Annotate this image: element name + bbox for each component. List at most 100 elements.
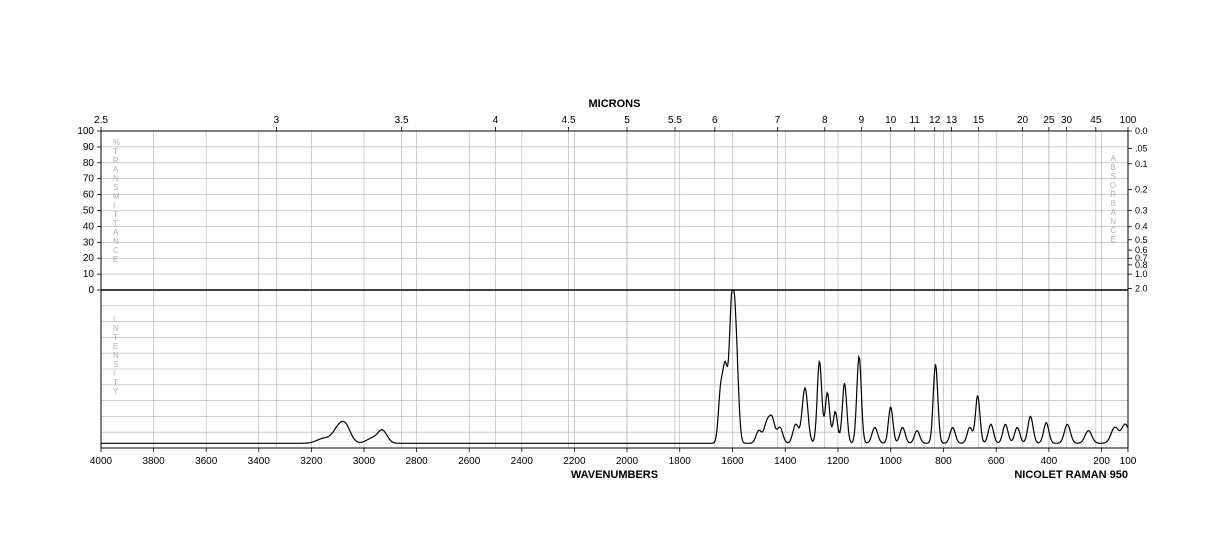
wavenumber-tick: 600 [988, 456, 1005, 467]
intensity-label: N [113, 351, 119, 360]
transmittance-tick: 40 [83, 221, 95, 232]
intensity-label: Y [113, 387, 119, 396]
intensity-label: T [113, 378, 118, 387]
absorbance-tick: 0.1 [1135, 159, 1148, 169]
wavenumber-tick: 100 [1120, 456, 1137, 467]
transmittance-label: N [113, 237, 119, 246]
transmittance-label: N [113, 174, 119, 183]
transmittance-label: S [113, 183, 118, 192]
transmittance-tick: 30 [83, 237, 95, 248]
micron-tick: 100 [1120, 115, 1137, 126]
transmittance-tick: 70 [83, 174, 95, 185]
absorbance-label: B [1111, 199, 1116, 208]
wavenumber-tick: 2600 [458, 456, 481, 467]
micron-tick: 12 [929, 115, 941, 126]
transmittance-tick: 50 [83, 206, 95, 217]
micron-tick: 30 [1061, 115, 1073, 126]
micron-tick: 3 [274, 115, 280, 126]
transmittance-tick: 20 [83, 253, 95, 264]
micron-tick: 3.5 [395, 115, 409, 126]
absorbance-label: S [1111, 172, 1116, 181]
transmittance-tick: 60 [83, 190, 95, 201]
micron-tick: 15 [973, 115, 985, 126]
absorbance-label: E [1111, 235, 1116, 244]
wavenumber-tick: 4000 [90, 456, 113, 467]
intensity-label: S [113, 360, 118, 369]
instrument-label: NICOLET RAMAN 950 [1014, 469, 1128, 481]
wavenumber-tick: 2000 [616, 456, 639, 467]
transmittance-tick: 80 [83, 158, 95, 169]
micron-tick: 45 [1090, 115, 1102, 126]
transmittance-label: R [113, 156, 119, 165]
wavenumber-tick: 1200 [827, 456, 850, 467]
transmittance-label: T [113, 219, 118, 228]
absorbance-tick: 0.4 [1135, 222, 1148, 232]
transmittance-tick: 10 [83, 269, 95, 280]
intensity-label: E [113, 342, 118, 351]
wavenumber-tick: 200 [1093, 456, 1110, 467]
absorbance-label: A [1111, 154, 1117, 163]
bottom-axis-title: WAVENUMBERS [571, 469, 658, 481]
micron-tick: 4.5 [562, 115, 576, 126]
micron-tick: 9 [859, 115, 865, 126]
micron-tick: 2.5 [94, 115, 108, 126]
micron-tick: 5 [624, 115, 630, 126]
wavenumber-tick: 3600 [195, 456, 218, 467]
wavenumber-tick: 2400 [511, 456, 534, 467]
micron-tick: 6 [712, 115, 718, 126]
micron-tick: 4 [493, 115, 499, 126]
transmittance-label: I [113, 201, 115, 210]
wavenumber-tick: 1400 [774, 456, 797, 467]
transmittance-tick: 90 [83, 142, 95, 153]
raman-spectrum-line [101, 290, 1128, 443]
transmittance-tick: 0 [88, 285, 94, 296]
wavenumber-tick: 1000 [880, 456, 903, 467]
absorbance-tick: 2.0 [1135, 283, 1148, 293]
absorbance-label: B [1111, 163, 1116, 172]
absorbance-label: C [1110, 226, 1116, 235]
wavenumber-tick: 3400 [248, 456, 271, 467]
absorbance-tick: 0.3 [1135, 205, 1148, 215]
absorbance-tick: 0.2 [1135, 185, 1148, 195]
intensity-label: I [113, 315, 115, 324]
intensity-label: T [113, 333, 118, 342]
micron-tick: 13 [946, 115, 958, 126]
transmittance-label: E [113, 255, 118, 264]
micron-tick: 10 [885, 115, 897, 126]
wavenumber-tick: 800 [935, 456, 952, 467]
wavenumber-tick: 3000 [353, 456, 376, 467]
transmittance-label: T [113, 210, 118, 219]
wavenumber-tick: 3800 [142, 456, 165, 467]
absorbance-tick: 1.0 [1135, 269, 1148, 279]
absorbance-label: A [1111, 208, 1117, 217]
transmittance-label: % [113, 138, 120, 147]
wavenumber-tick: 3200 [300, 456, 323, 467]
wavenumber-tick: 2800 [405, 456, 428, 467]
wavenumber-tick: 1800 [669, 456, 692, 467]
absorbance-tick: 0.5 [1135, 235, 1148, 245]
micron-tick: 7 [775, 115, 781, 126]
micron-tick: 5.5 [668, 115, 682, 126]
intensity-label: N [113, 324, 119, 333]
micron-tick: 25 [1043, 115, 1055, 126]
absorbance-label: R [1110, 190, 1116, 199]
wavenumber-tick: 1600 [721, 456, 744, 467]
micron-tick: 8 [822, 115, 828, 126]
transmittance-label: C [113, 246, 119, 255]
transmittance-tick: 100 [77, 126, 94, 137]
absorbance-tick: 0.0 [1135, 126, 1148, 136]
transmittance-label: A [113, 165, 119, 174]
top-axis-title: MICRONS [589, 98, 641, 110]
absorbance-label: O [1110, 181, 1116, 190]
wavenumber-tick: 2200 [563, 456, 586, 467]
wavenumber-tick: 400 [1041, 456, 1058, 467]
intensity-label: I [113, 369, 115, 378]
spectrum-chart: MICRONS2.533.544.555.5678910111213152025… [0, 0, 1224, 528]
transmittance-label: A [113, 228, 119, 237]
transmittance-label: M [113, 192, 120, 201]
micron-tick: 20 [1017, 115, 1029, 126]
transmittance-label: T [113, 147, 118, 156]
absorbance-label: N [1110, 217, 1116, 226]
micron-tick: 11 [909, 115, 920, 126]
absorbance-tick: .05 [1135, 143, 1148, 153]
